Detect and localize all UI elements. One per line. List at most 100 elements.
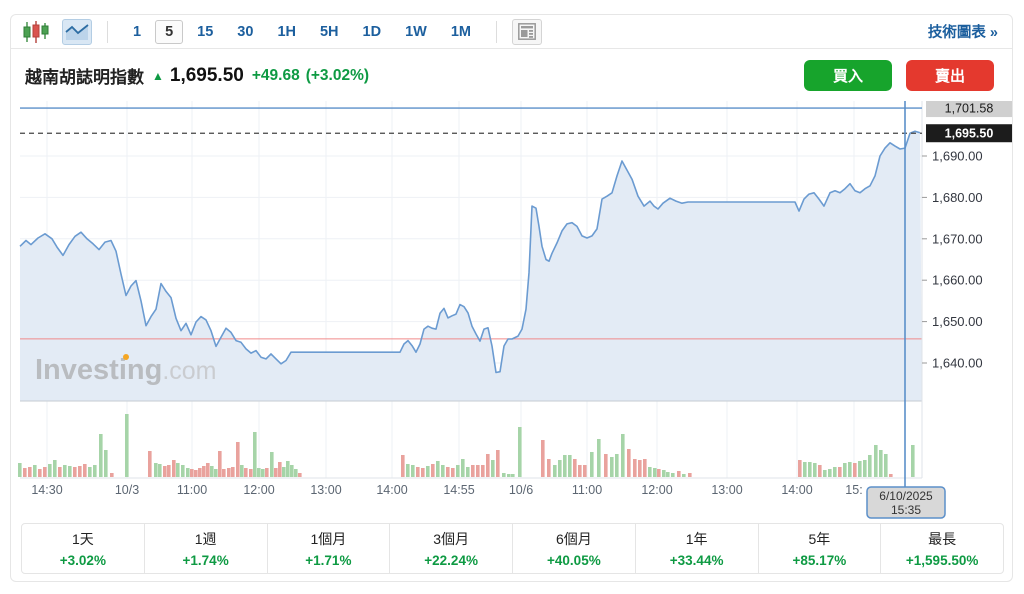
volume-bar xyxy=(227,468,231,477)
interval-button-1W[interactable]: 1W xyxy=(405,23,427,40)
time-axis-label: 12:00 xyxy=(641,483,672,497)
interval-button-15[interactable]: 15 xyxy=(197,23,214,40)
price-tick-label: 1,670.00 xyxy=(932,231,983,246)
volume-bar xyxy=(38,469,42,477)
perf-cell-3個月: 3個月 +22.24% xyxy=(389,524,512,573)
candlestick-chart-button[interactable] xyxy=(21,19,51,45)
volume-bar xyxy=(23,468,27,477)
volume-bar xyxy=(874,445,878,477)
line-chart-icon xyxy=(65,23,89,40)
volume-bar xyxy=(491,460,495,477)
volume-bar xyxy=(456,465,460,477)
perf-period-label: 最長 xyxy=(928,531,957,547)
volume-bar xyxy=(583,465,587,477)
up-arrow-icon: ▲ xyxy=(152,68,164,83)
volume-bar xyxy=(73,467,77,477)
last-price-tag xyxy=(926,124,1012,143)
volume-bar xyxy=(466,467,470,477)
volume-bar xyxy=(426,466,430,477)
interval-button-5[interactable]: 5 xyxy=(155,19,184,44)
price-line xyxy=(19,130,921,374)
volume-bar xyxy=(249,469,253,477)
perf-change-value: +1.71% xyxy=(305,553,352,568)
volume-bar xyxy=(231,467,235,477)
chart-area[interactable]: Investing.com 1,690.00 1,680.00 1,670.00 1,6… xyxy=(11,99,1012,521)
volume-bar xyxy=(833,467,837,477)
volume-bar xyxy=(627,449,631,477)
price-volume-chart[interactable]: Investing.com1,690.001,680.001,670.001,6… xyxy=(11,99,1012,521)
volume-bar xyxy=(621,434,625,477)
volume-bar xyxy=(889,474,893,477)
volume-bar xyxy=(563,455,567,477)
volume-bar xyxy=(813,463,817,477)
volume-bar xyxy=(99,434,103,477)
volume-bar xyxy=(682,474,686,477)
time-axis-label: 11:00 xyxy=(177,483,207,497)
price-tick-label: 1,680.00 xyxy=(932,190,983,205)
news-panel-button[interactable] xyxy=(511,18,542,45)
volume-bar xyxy=(879,450,883,477)
interval-button-30[interactable]: 30 xyxy=(237,23,254,40)
volume-bar xyxy=(597,439,601,477)
perf-period-label: 1個月 xyxy=(310,531,347,547)
tooltip-time-text: 15:35 xyxy=(891,503,921,517)
price-area-fill xyxy=(20,131,922,401)
volume-bar xyxy=(218,451,222,477)
volume-bar xyxy=(265,468,269,477)
perf-change-value: +85.17% xyxy=(792,553,847,568)
volume-bar xyxy=(590,452,594,477)
time-axis-label: 14:00 xyxy=(781,483,812,497)
volume-bar xyxy=(210,466,214,477)
interval-button-1M[interactable]: 1M xyxy=(450,23,471,40)
time-axis-label: 10/6 xyxy=(509,483,533,497)
volume-bar xyxy=(286,461,290,477)
technical-chart-link[interactable]: 技術圖表 » xyxy=(927,25,998,41)
perf-change-value: +3.02% xyxy=(59,553,106,568)
line-chart-button[interactable] xyxy=(62,18,92,45)
buy-button[interactable]: 買入 xyxy=(804,60,892,91)
volume-bar xyxy=(662,470,666,477)
volume-bar xyxy=(568,455,572,477)
time-axis-label: 14:00 xyxy=(376,483,407,497)
volume-bar xyxy=(172,460,176,477)
volume-bar xyxy=(78,466,82,477)
perf-cell-1個月: 1個月 +1.71% xyxy=(266,524,390,573)
perf-change-value: +22.24% xyxy=(424,553,478,568)
interval-button-1D[interactable]: 1D xyxy=(362,23,382,40)
volume-bar xyxy=(633,459,637,477)
time-axis-label: 10/3 xyxy=(115,483,139,497)
interval-button-1H[interactable]: 1H xyxy=(277,23,296,40)
volume-bar xyxy=(547,459,551,477)
volume-bar xyxy=(688,473,692,477)
perf-cell-1年: 1年 +33.44% xyxy=(634,524,758,573)
interval-button-5H[interactable]: 5H xyxy=(319,23,339,40)
interval-button-1[interactable]: 1 xyxy=(133,23,142,40)
volume-bar xyxy=(461,459,465,477)
volume-bar xyxy=(148,451,152,477)
volume-bar xyxy=(541,440,545,477)
volume-bar xyxy=(638,460,642,477)
volume-bar xyxy=(441,465,445,477)
volume-bar xyxy=(68,466,72,477)
time-axis-label: 14:55 xyxy=(443,483,474,497)
volume-bar xyxy=(578,465,582,477)
volume-bar xyxy=(401,455,405,477)
perf-cell-1週: 1週 +1.74% xyxy=(143,524,267,573)
volume-bar xyxy=(53,460,57,477)
volume-bar xyxy=(257,468,261,477)
toolbar-left: 1 5 15 30 1H 5H 1D 1W 1M xyxy=(21,18,928,45)
sell-button[interactable]: 賣出 xyxy=(906,60,994,91)
perf-change-value: +40.05% xyxy=(547,553,601,568)
volume-bar xyxy=(446,467,450,477)
chart-toolbar: 1 5 15 30 1H 5H 1D 1W 1M 技術圖表 » xyxy=(11,15,1012,49)
perf-period-label: 5年 xyxy=(808,531,831,547)
volume-bar xyxy=(18,463,22,477)
volume-bar xyxy=(93,465,97,477)
price-tick-label: 1,660.00 xyxy=(932,273,983,288)
time-axis-label: 12:00 xyxy=(243,483,274,497)
time-axis-label: 11:00 xyxy=(572,483,602,497)
volume-bar xyxy=(194,470,198,477)
volume-bar xyxy=(848,462,852,477)
volume-bar xyxy=(657,469,661,477)
volume-bar xyxy=(282,467,286,477)
